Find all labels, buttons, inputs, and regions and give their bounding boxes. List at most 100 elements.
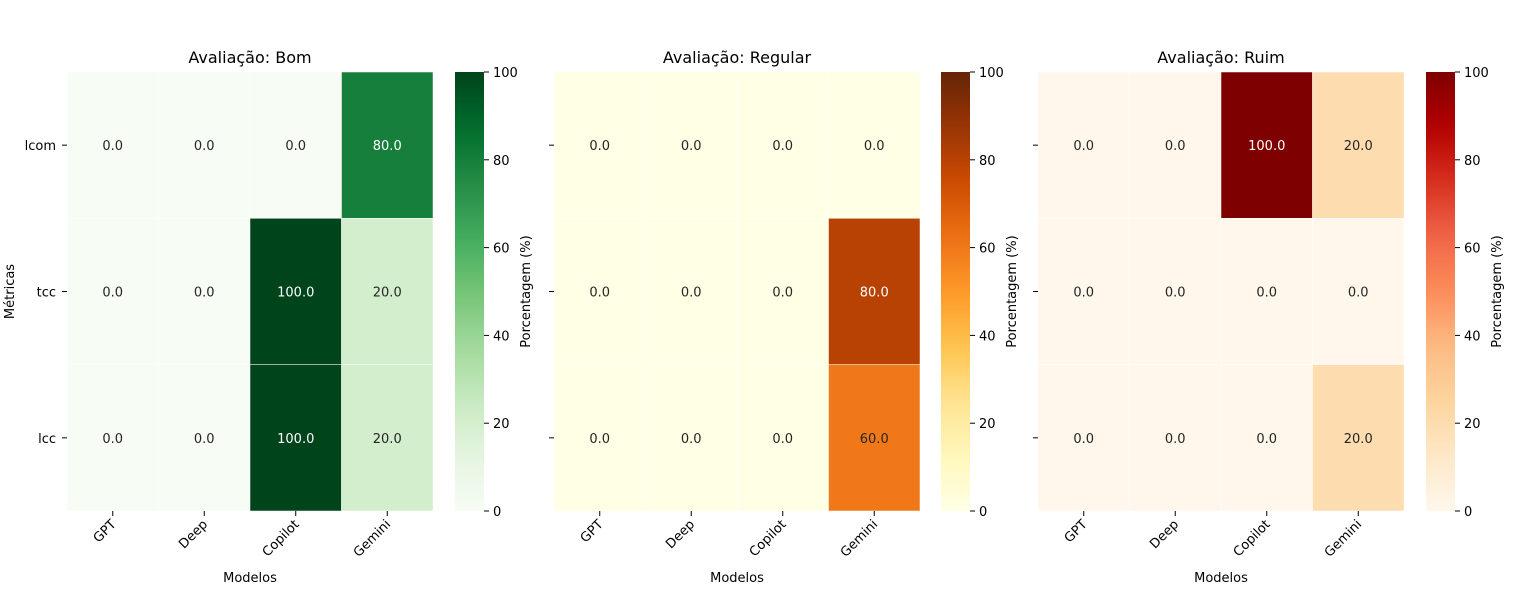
heatmap-cell bbox=[249, 218, 342, 365]
cell-value-label: 0.0 bbox=[1073, 286, 1094, 301]
panel-title: Avaliação: Ruim bbox=[1157, 48, 1284, 67]
cell-value-label: 0.0 bbox=[194, 286, 215, 301]
cell-value-label: 0.0 bbox=[681, 432, 702, 447]
cell-value-label: 0.0 bbox=[102, 432, 123, 447]
cell-value-label: 60.0 bbox=[860, 432, 889, 447]
x-tick-label: Copilot bbox=[1231, 517, 1274, 560]
heatmap-cell bbox=[66, 71, 159, 219]
cell-value-label: 20.0 bbox=[373, 432, 402, 447]
cell-value-label: 0.0 bbox=[681, 139, 702, 154]
x-axis-label: Modelos bbox=[1194, 571, 1248, 586]
heatmap-cell bbox=[249, 71, 342, 219]
colorbar-tick-label: 100 bbox=[979, 66, 1004, 81]
colorbar bbox=[1426, 72, 1455, 511]
cell-value-label: 0.0 bbox=[681, 286, 702, 301]
x-tick-label: GPT bbox=[1062, 517, 1091, 546]
cell-value-label: 0.0 bbox=[589, 139, 610, 154]
colorbar-tick-label: 80 bbox=[1464, 154, 1481, 169]
cell-value-label: 20.0 bbox=[1344, 432, 1373, 447]
heatmap-cell bbox=[736, 364, 829, 512]
colorbar-tick-label: 40 bbox=[979, 329, 996, 344]
colorbar-tick-label: 20 bbox=[493, 417, 510, 432]
heatmap-cell bbox=[158, 364, 251, 512]
colorbar-tick-label: 80 bbox=[493, 154, 510, 169]
heatmap-cell bbox=[1312, 364, 1405, 512]
x-axis-label: Modelos bbox=[710, 571, 764, 586]
y-tick-label: tcc bbox=[37, 286, 56, 301]
colorbar-tick-label: 40 bbox=[493, 329, 510, 344]
heatmap-cell bbox=[158, 218, 251, 365]
heatmap-cell bbox=[158, 71, 251, 219]
heatmap-cell bbox=[66, 218, 159, 365]
heatmap-cell bbox=[341, 218, 434, 365]
cell-value-label: 80.0 bbox=[860, 286, 889, 301]
heatmap-cell bbox=[828, 71, 921, 219]
cell-value-label: 20.0 bbox=[373, 286, 402, 301]
colorbar-tick-label: 60 bbox=[979, 242, 996, 257]
heatmap-cell bbox=[341, 71, 434, 219]
heatmap-cell bbox=[1037, 71, 1130, 219]
cell-value-label: 0.0 bbox=[194, 139, 215, 154]
colorbar bbox=[455, 72, 484, 511]
cell-value-label: 100.0 bbox=[277, 432, 314, 447]
cell-value-label: 0.0 bbox=[772, 432, 793, 447]
colorbar-tick-label: 80 bbox=[979, 154, 996, 169]
heatmap-cell bbox=[1312, 71, 1405, 219]
x-tick-label: Deep bbox=[1147, 517, 1182, 552]
heatmap-cell bbox=[1312, 218, 1405, 365]
heatmap-cell bbox=[645, 218, 738, 365]
colorbar-tick-label: 100 bbox=[1464, 66, 1489, 81]
colorbar-tick-label: 100 bbox=[493, 66, 518, 81]
heatmap-cell bbox=[828, 364, 921, 512]
colorbar-tick-label: 0 bbox=[979, 505, 987, 520]
heatmap-cell bbox=[736, 218, 829, 365]
cell-value-label: 0.0 bbox=[1165, 139, 1186, 154]
colorbar bbox=[941, 72, 970, 511]
cell-value-label: 0.0 bbox=[1165, 432, 1186, 447]
y-tick-label: lcc bbox=[38, 432, 56, 447]
heatmap-cell bbox=[341, 364, 434, 512]
cell-value-label: 0.0 bbox=[589, 432, 610, 447]
panel-title: Avaliação: Regular bbox=[663, 48, 812, 67]
x-tick-label: Gemini bbox=[351, 517, 394, 560]
panel-title: Avaliação: Bom bbox=[188, 48, 311, 67]
colorbar-tick-label: 40 bbox=[1464, 329, 1481, 344]
x-tick-label: Copilot bbox=[260, 517, 303, 560]
colorbar-label: Porcentagem (%) bbox=[1490, 235, 1505, 347]
heatmap-cell bbox=[828, 218, 921, 365]
x-tick-label: Gemini bbox=[1322, 517, 1365, 560]
heatmap-panel-2: Avaliação: Regular 0.0 0.0 0.0 0.0 0.0 0.0 0.0 8… bbox=[549, 48, 1020, 586]
x-tick-label: GPT bbox=[578, 517, 607, 546]
colorbar-tick-label: 0 bbox=[493, 505, 501, 520]
cell-value-label: 100.0 bbox=[1248, 139, 1285, 154]
heatmap-cell bbox=[1220, 218, 1313, 365]
colorbar-tick-label: 60 bbox=[1464, 242, 1481, 257]
x-tick-label: Copilot bbox=[747, 517, 790, 560]
cell-value-label: 80.0 bbox=[373, 139, 402, 154]
x-tick-label: Deep bbox=[663, 517, 698, 552]
colorbar-tick-label: 20 bbox=[1464, 417, 1481, 432]
cell-value-label: 0.0 bbox=[864, 139, 885, 154]
cell-value-label: 0.0 bbox=[1073, 139, 1094, 154]
x-axis-label: Modelos bbox=[223, 571, 277, 586]
cell-value-label: 0.0 bbox=[1348, 286, 1369, 301]
cell-value-label: 0.0 bbox=[1256, 432, 1277, 447]
cell-value-label: 0.0 bbox=[772, 139, 793, 154]
cell-value-label: 100.0 bbox=[277, 286, 314, 301]
cell-value-label: 0.0 bbox=[285, 139, 306, 154]
cell-value-label: 0.0 bbox=[589, 286, 610, 301]
heatmap-cell bbox=[553, 218, 646, 365]
cell-value-label: 0.0 bbox=[102, 139, 123, 154]
colorbar-tick-label: 20 bbox=[979, 417, 996, 432]
colorbar-tick-label: 0 bbox=[1464, 505, 1472, 520]
cell-value-label: 0.0 bbox=[1256, 286, 1277, 301]
heatmap-panel-1: Avaliação: Bom 0.0 0.0 0.0 80.0 0.0 0.0 100.0 20… bbox=[3, 48, 534, 586]
heatmap-cell bbox=[1037, 364, 1130, 512]
x-tick-label: Gemini bbox=[838, 517, 881, 560]
heatmap-cell bbox=[1129, 218, 1222, 365]
heatmap-cell bbox=[645, 364, 738, 512]
cell-value-label: 0.0 bbox=[194, 432, 215, 447]
x-tick-label: Deep bbox=[176, 517, 211, 552]
